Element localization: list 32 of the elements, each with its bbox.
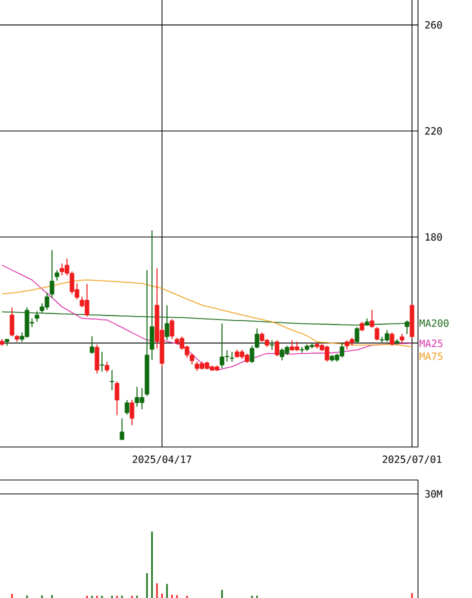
candlestick [120,418,124,440]
candlestick [130,400,134,426]
candlestick [110,370,114,390]
series-label: MA25 [420,340,442,348]
candlestick [170,318,174,340]
y-tick-label: 260 [425,21,442,29]
candlestick [390,332,394,346]
candlestick [104,361,110,373]
x-tick-label: 2025/07/01 [382,456,442,464]
candlestick [400,333,404,344]
y-tick-label: 220 [425,127,442,135]
candlestick [94,344,100,374]
candlestick [270,340,274,350]
candlestick [374,326,380,341]
candlestick [90,336,94,354]
candlestick [370,309,374,328]
x-tick-label: 2025/04/17 [132,456,192,464]
series-label: MA75 [420,352,442,360]
candlestick [100,351,104,372]
candlestick [50,250,54,298]
candlestick [360,321,364,332]
candlestick [54,270,60,281]
candlestick [254,328,260,349]
y-tick-label: 180 [426,233,442,241]
candlestick [274,340,280,357]
candlestick [10,306,14,337]
candlestick [114,381,120,416]
series-label: MA200 [420,319,449,327]
candlestick [124,400,130,416]
candlestick [250,345,254,364]
candlestick [230,351,234,362]
y-tick-label: 30M [425,490,442,498]
